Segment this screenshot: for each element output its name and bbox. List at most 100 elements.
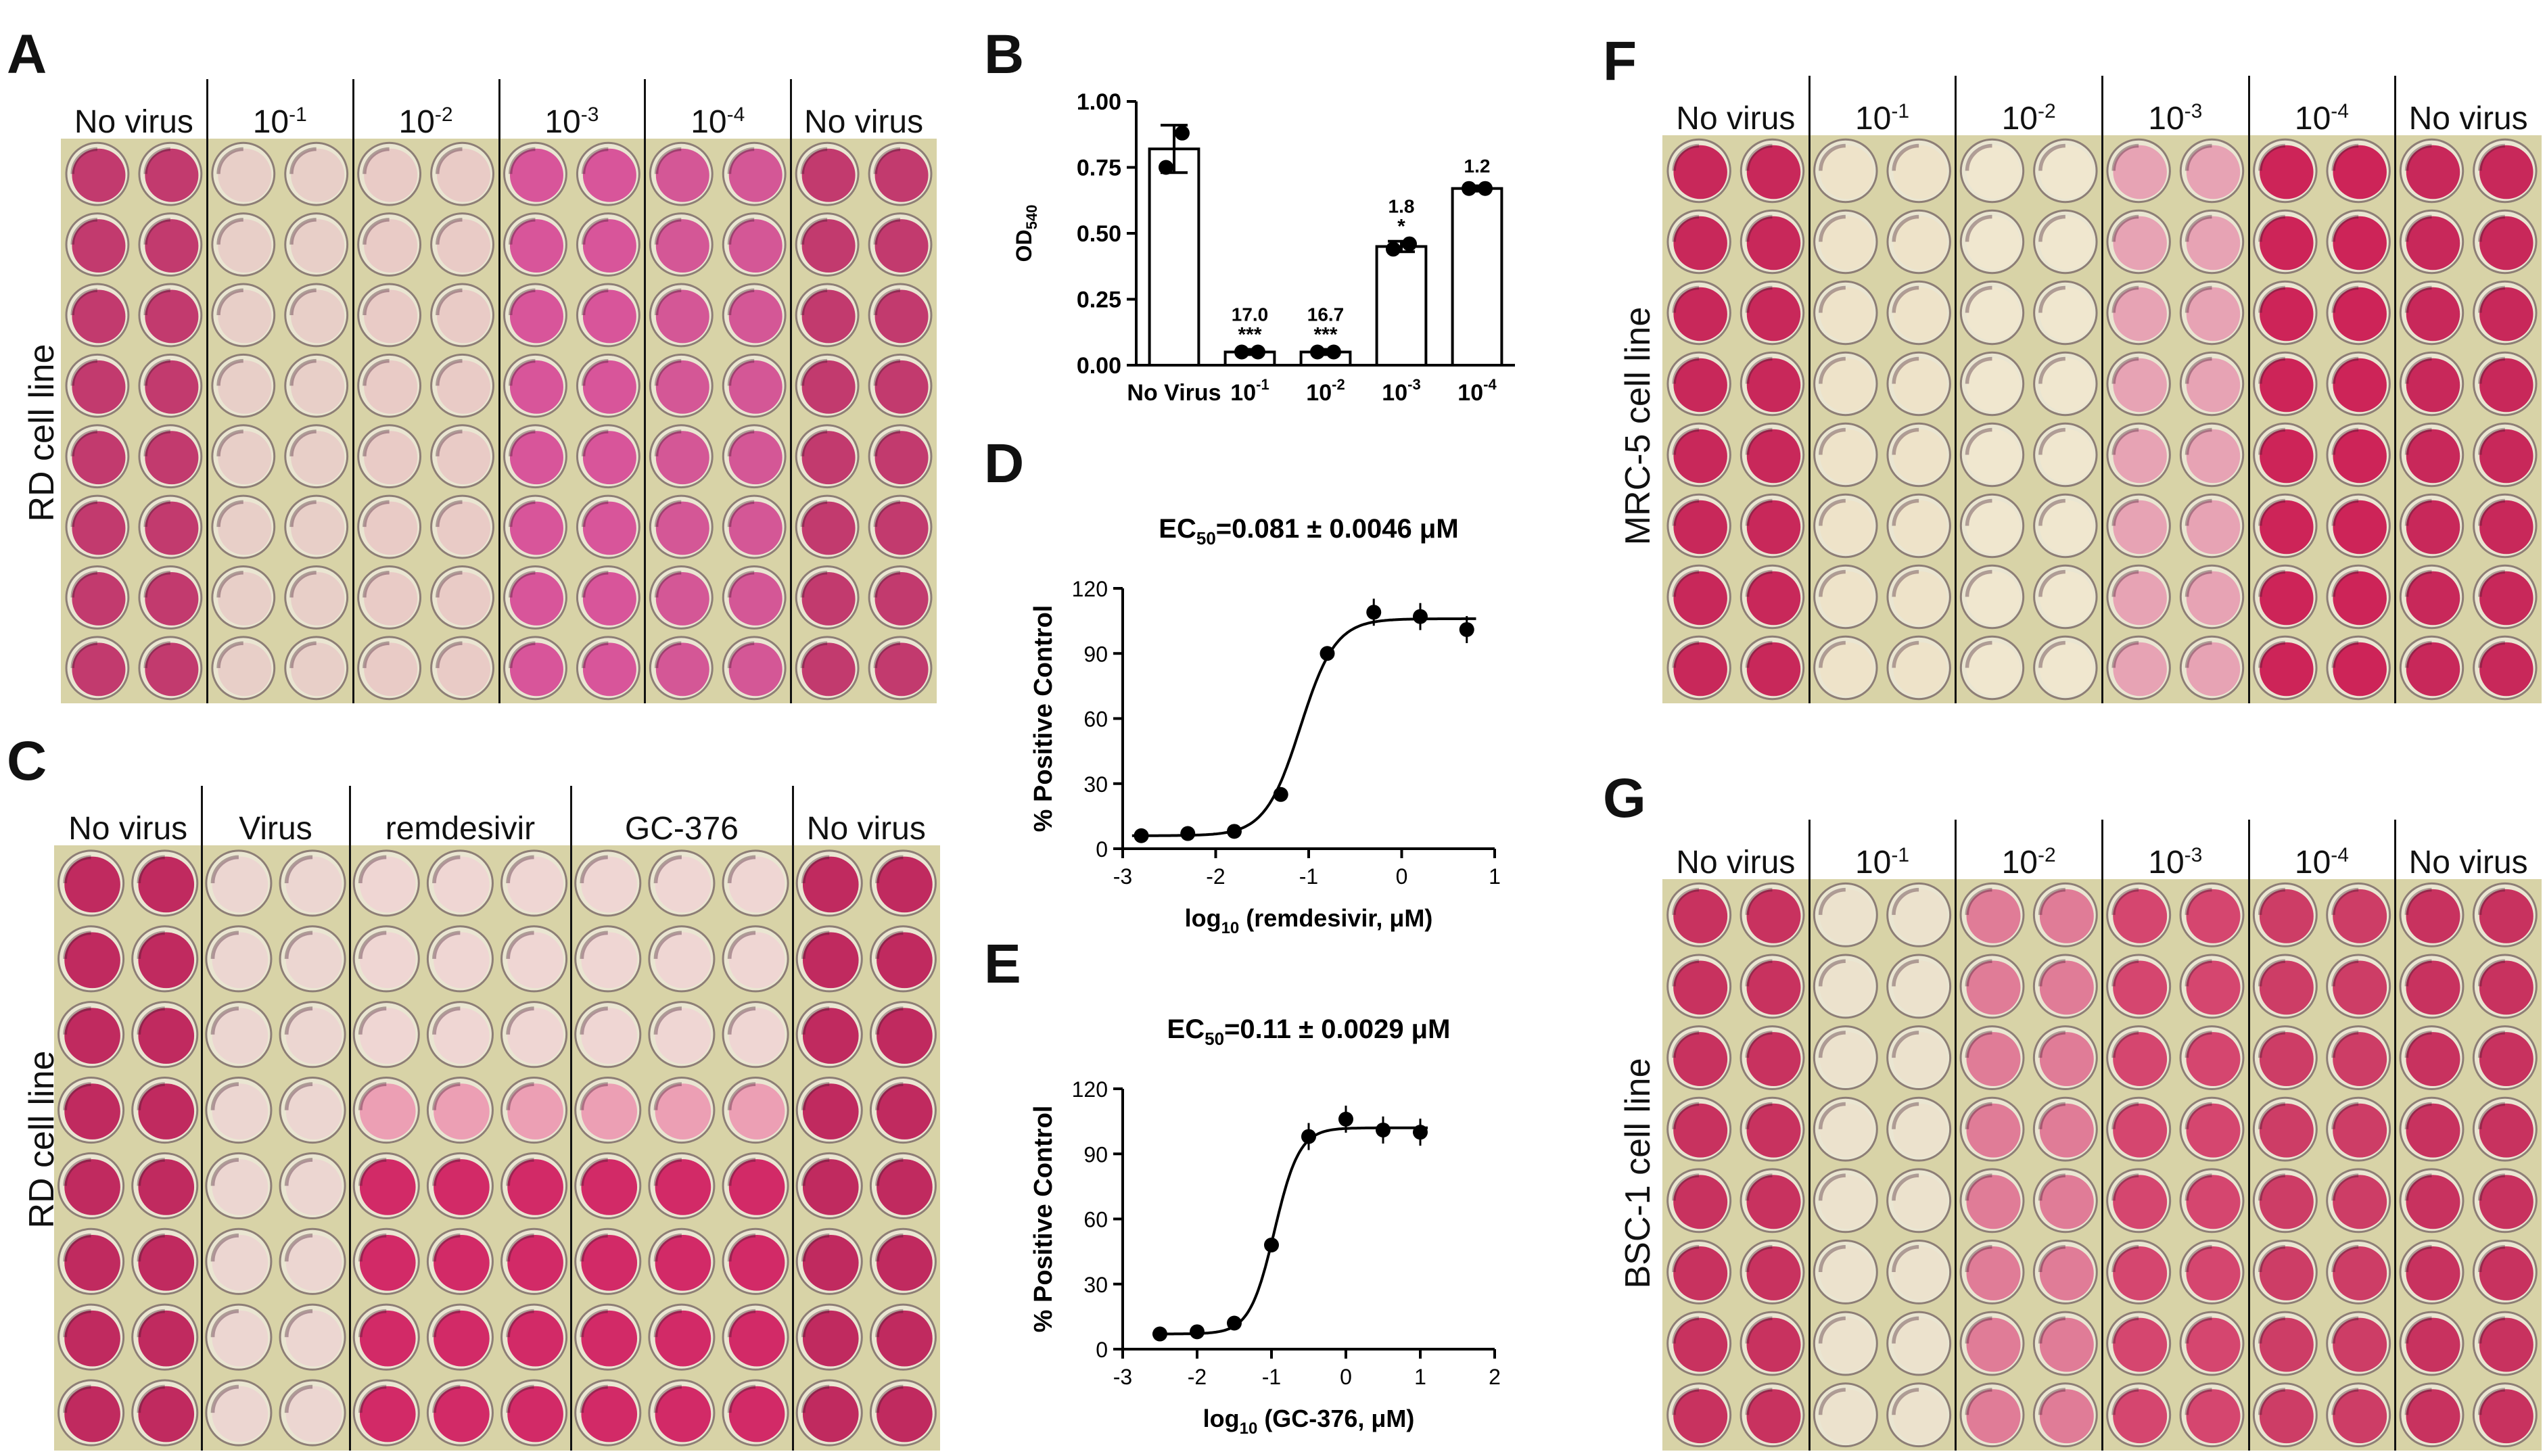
- well-medium: [2479, 571, 2534, 626]
- well-shadow: [727, 147, 755, 174]
- well-medium: [582, 431, 636, 485]
- column-header: No virus: [1662, 847, 1809, 879]
- well-medium: [509, 431, 563, 485]
- well-shadow: [2038, 285, 2065, 313]
- header-exponent: -1: [1891, 100, 1910, 122]
- well-medium: [218, 431, 272, 485]
- well-shadow: [873, 570, 901, 598]
- well-medium: [285, 932, 342, 989]
- well-medium: [145, 289, 199, 344]
- well-shadow: [653, 931, 682, 959]
- well-shadow: [2331, 1244, 2359, 1273]
- well-shadow: [873, 641, 901, 668]
- data-point: [1326, 344, 1341, 360]
- well-medium: [145, 501, 199, 555]
- column-divider: [498, 79, 500, 703]
- well-medium: [291, 642, 345, 697]
- well-shadow: [63, 1006, 91, 1035]
- well-shadow: [210, 1006, 239, 1035]
- well-medium: [145, 431, 199, 485]
- well-medium: [437, 571, 491, 626]
- well-shadow: [2185, 1173, 2212, 1201]
- fold-change-label: 16.7: [1307, 304, 1345, 325]
- well-medium: [1820, 145, 1874, 199]
- data-point: [1152, 1326, 1167, 1342]
- well-shadow: [2404, 1316, 2432, 1344]
- well-medium: [802, 932, 859, 989]
- well-shadow: [2185, 959, 2212, 987]
- well-medium: [655, 360, 709, 414]
- well-medium: [582, 360, 636, 414]
- well-shadow: [358, 1234, 387, 1262]
- column-divider: [2394, 76, 2397, 703]
- data-point: [1227, 1315, 1242, 1331]
- well-medium: [218, 289, 272, 344]
- well-medium: [72, 289, 126, 344]
- header-exponent: -4: [2331, 844, 2349, 866]
- well-medium: [507, 1159, 563, 1215]
- well-shadow: [2404, 959, 2432, 987]
- well-shadow: [1965, 143, 1992, 171]
- well-medium: [1966, 1246, 2021, 1300]
- side-label-a: RD cell line: [22, 344, 62, 522]
- well-shadow: [2331, 143, 2359, 171]
- well-medium: [72, 360, 126, 414]
- well-shadow: [801, 855, 830, 884]
- well-shadow: [363, 500, 390, 527]
- well-medium: [507, 1386, 563, 1442]
- well-shadow: [2185, 1031, 2212, 1058]
- well-medium: [655, 1386, 711, 1442]
- header-base: 10: [691, 104, 727, 140]
- well-medium: [64, 1008, 120, 1064]
- well-medium: [72, 642, 126, 697]
- header-base: No virus: [804, 104, 924, 140]
- header-base: 10: [1854, 845, 1892, 880]
- well-medium: [655, 571, 709, 626]
- well-medium: [509, 642, 563, 697]
- well-medium: [509, 219, 563, 273]
- well-shadow: [1672, 1316, 1700, 1344]
- well-medium: [507, 856, 563, 913]
- well-shadow: [727, 1006, 756, 1035]
- well-shadow: [2331, 1173, 2359, 1201]
- well-shadow: [581, 570, 609, 598]
- well-shadow: [2478, 143, 2505, 171]
- well-medium: [507, 1083, 563, 1140]
- well-shadow: [2404, 427, 2432, 455]
- well-shadow: [1672, 887, 1700, 915]
- well-medium: [2333, 1103, 2387, 1158]
- data-point: [1175, 125, 1190, 141]
- well-medium: [2406, 1246, 2460, 1300]
- well-medium: [2479, 358, 2534, 413]
- well-shadow: [2185, 427, 2212, 455]
- column-header: No virus: [61, 106, 207, 139]
- well-medium: [212, 1083, 268, 1140]
- header-base: 10: [2294, 101, 2331, 137]
- well-shadow: [2185, 143, 2212, 171]
- well-medium: [1819, 889, 1874, 943]
- well-shadow: [654, 570, 682, 598]
- well-shadow: [358, 1006, 387, 1035]
- well-medium: [1673, 500, 1727, 555]
- well-medium: [582, 571, 636, 626]
- well-shadow: [1818, 887, 1846, 915]
- well-medium: [285, 1159, 342, 1215]
- well-medium: [2113, 358, 2167, 413]
- well-shadow: [727, 1158, 756, 1186]
- well-medium: [874, 360, 929, 414]
- well-shadow: [143, 147, 170, 174]
- well-shadow: [436, 288, 463, 316]
- well-shadow: [1745, 1031, 1773, 1058]
- y-tick-label: 120: [1072, 1077, 1108, 1102]
- well-shadow: [875, 1384, 904, 1413]
- well-shadow: [1745, 285, 1773, 313]
- well-shadow: [436, 218, 463, 245]
- y-tick-label: 1.00: [1077, 89, 1121, 115]
- well-medium: [2479, 145, 2534, 199]
- well-shadow: [363, 358, 390, 386]
- well-medium: [801, 148, 856, 202]
- well-medium: [581, 1235, 638, 1291]
- significance-stars: ***: [1313, 324, 1337, 346]
- well-medium: [1673, 145, 1727, 199]
- well-shadow: [284, 1309, 313, 1338]
